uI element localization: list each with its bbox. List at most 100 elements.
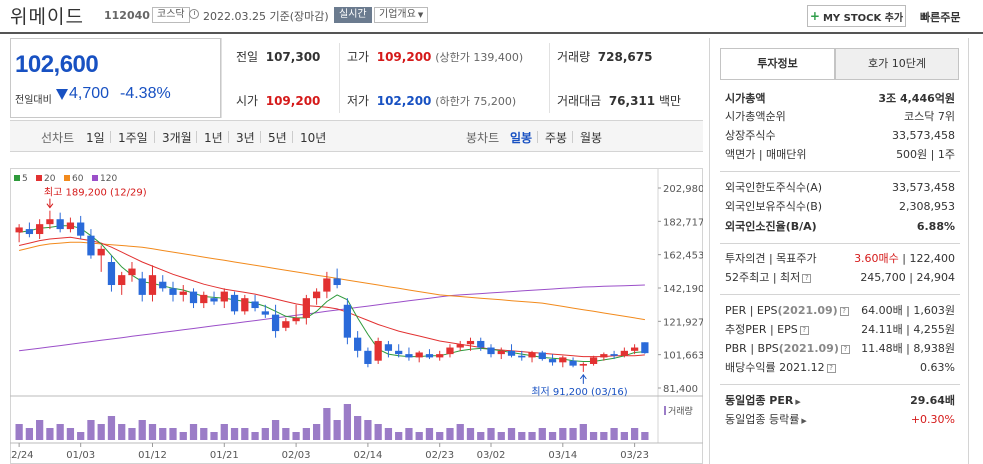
min-arrow-head <box>579 374 587 380</box>
candle-body <box>477 340 485 348</box>
volume-bar <box>25 428 34 440</box>
candle-body <box>333 278 341 286</box>
stock-chart[interactable]: 5 20 60 120 81,400 101,663 121,927 142,190 162,4… <box>10 168 703 464</box>
trade-amount: 거래대금 76,311 백만 <box>557 92 681 109</box>
sector-rate-row: 동일업종 등락률 ▶ +0.30% <box>725 411 955 429</box>
legend-label-5: 5 <box>22 174 28 184</box>
market-badge: 코스닥 <box>152 7 190 23</box>
x-tick-label: 02/03 <box>282 450 311 461</box>
legend-swatch-5 <box>14 175 20 181</box>
volume-bar <box>230 428 239 440</box>
y-tick-label: 202,980 <box>663 184 703 195</box>
y-tick-label: 81,400 <box>663 384 698 395</box>
candle-body <box>323 278 331 292</box>
candle-body <box>589 357 598 364</box>
upper-limit: (상한가 139,400) <box>435 51 524 64</box>
candle-body <box>518 355 526 358</box>
company-info-label: 기업개요 <box>379 9 416 20</box>
tab-separator <box>572 131 573 143</box>
candle-body <box>56 219 64 230</box>
tab-orderbook-10[interactable]: 호가 10단계 <box>835 48 959 80</box>
candle-body <box>364 350 372 364</box>
volume-bar <box>354 416 362 440</box>
tab-period-3m[interactable]: 3개월 <box>162 131 192 145</box>
tab-candle-daily[interactable]: 일봉 <box>510 131 533 145</box>
candle-body <box>200 294 208 304</box>
tab-period-3y[interactable]: 3년 <box>236 131 255 145</box>
volume-bar <box>384 428 393 440</box>
legend-swatch-20 <box>36 175 42 181</box>
help-icon[interactable]: ? <box>826 364 836 373</box>
plus-icon: + <box>809 9 820 23</box>
candle-body <box>395 350 403 355</box>
tab-period-5y[interactable]: 5년 <box>268 131 287 145</box>
candle-body <box>302 298 310 318</box>
candle-body <box>374 340 382 361</box>
tab-investment-info[interactable]: 투자정보 <box>720 48 835 80</box>
tab-candle-monthly[interactable]: 월봉 <box>580 131 603 145</box>
tab-period-1d[interactable]: 1일 <box>86 131 105 145</box>
est-per-row: 추정PER | EPS? 24.11배 | 4,255원 <box>725 321 955 339</box>
volume-bar <box>323 408 331 440</box>
ma120-line <box>19 284 645 352</box>
realtime-badge[interactable]: 실시간 <box>334 7 372 23</box>
candle-body <box>641 342 649 354</box>
volume-bar <box>497 432 505 440</box>
company-info-button[interactable]: 기업개요 ▼ <box>374 7 429 23</box>
volume-value: 728,675 <box>597 50 653 64</box>
add-mystock-button[interactable]: + MY STOCK 추가 <box>807 5 906 27</box>
help-icon[interactable]: ? <box>799 326 809 335</box>
per-label: PER | EPS <box>725 304 778 317</box>
help-icon[interactable]: ? <box>802 274 812 283</box>
tab-candle-weekly[interactable]: 주봉 <box>545 131 568 145</box>
volume-bar <box>241 428 249 440</box>
volume-label: 거래량 <box>557 50 591 64</box>
max-annotation: 최고 189,200 (12/29) <box>44 187 147 199</box>
candle-body <box>292 317 300 322</box>
chevron-down-icon: ▼ <box>417 11 424 19</box>
volume-bar <box>128 428 136 440</box>
tab-underline <box>720 79 959 80</box>
volume-bar <box>97 424 105 440</box>
candle-body <box>97 248 105 256</box>
market-cap-label: 시가총액 <box>725 92 766 105</box>
candle-body <box>630 347 639 351</box>
volume-bar <box>87 420 95 440</box>
candle-body <box>446 347 454 355</box>
volume-bar <box>118 424 126 440</box>
volume-bar <box>446 428 454 440</box>
candle-body <box>25 229 34 235</box>
tab-period-10y[interactable]: 10년 <box>300 131 327 145</box>
foreign-own-value: 2,308,953 <box>899 200 955 213</box>
foreign-limit-row: 외국인한도주식수(A) 33,573,458 <box>725 179 955 197</box>
candle-body <box>343 304 352 338</box>
y-tick-label: 142,190 <box>663 284 703 295</box>
per-label-wrap: PER | EPS(2021.09)? <box>725 302 849 320</box>
shares-label: 상장주식수 <box>725 129 776 142</box>
candle-body <box>579 363 587 366</box>
volume-bar <box>579 424 587 440</box>
sector-per-label-wrap: 동일업종 PER ▶ <box>725 392 801 411</box>
divider <box>720 243 960 244</box>
volume-bar <box>343 404 352 440</box>
wk52-label: 52주최고 | 최저 <box>725 271 801 284</box>
help-icon[interactable]: ? <box>839 307 849 316</box>
help-icon[interactable]: ? <box>840 345 850 354</box>
candle-body <box>251 301 259 309</box>
tab-period-1w[interactable]: 1주일 <box>118 131 148 145</box>
volume-bar <box>456 424 464 440</box>
volume-legend-swatch <box>664 406 666 415</box>
volume-bar <box>518 432 526 440</box>
volume-bar <box>466 428 475 440</box>
est-per-label-wrap: 추정PER | EPS? <box>725 321 809 339</box>
foreign-ratio-row: 외국인소진율(B/A) 6.88% <box>725 218 955 236</box>
legend-swatch-120 <box>92 175 98 181</box>
quick-order-link[interactable]: 빠른주문 <box>920 11 961 24</box>
volume-bar <box>107 416 116 440</box>
pbr-row: PBR | BPS(2021.09)? 11.48배 | 8,938원 <box>725 340 955 358</box>
high-price: 고가 109,200 (상한가 139,400) <box>347 48 523 65</box>
candle-body <box>456 344 464 348</box>
foreign-limit-value: 33,573,458 <box>892 181 955 194</box>
volume-bar <box>271 420 280 440</box>
tab-period-1y[interactable]: 1년 <box>204 131 223 145</box>
